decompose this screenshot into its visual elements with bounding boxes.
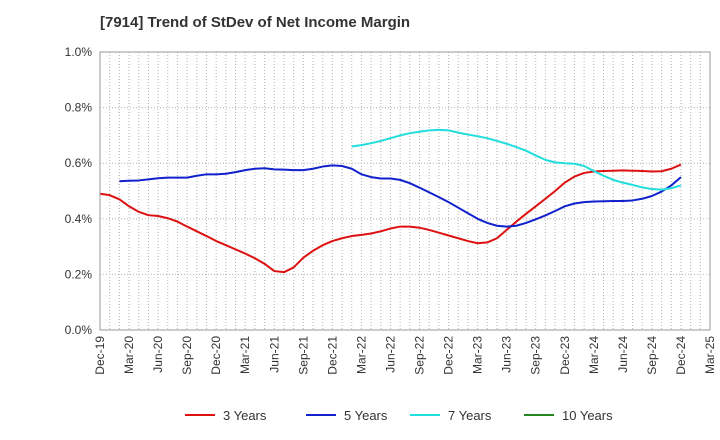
y-tick-label: 0.6%: [65, 156, 93, 170]
y-tick-label: 0.0%: [65, 323, 93, 337]
legend-label-3-years: 3 Years: [223, 408, 267, 423]
x-tick-label: Mar-20: [122, 336, 136, 374]
grid: [99, 51, 711, 331]
x-tick-label: Jun-20: [151, 336, 165, 373]
x-tick-label: Sep-20: [180, 336, 194, 375]
x-tick-label: Dec-23: [558, 336, 572, 375]
x-tick-label: Mar-24: [587, 336, 601, 374]
x-tick-label: Sep-23: [529, 336, 543, 375]
x-tick-label: Dec-21: [325, 336, 339, 375]
x-tick-label: Dec-24: [674, 336, 688, 375]
y-tick-label: 0.2%: [65, 267, 93, 281]
y-tick-label: 1.0%: [65, 45, 93, 59]
x-tick-label: Sep-24: [645, 336, 659, 375]
x-tick-label: Mar-22: [354, 336, 368, 374]
x-tick-label: Mar-23: [471, 336, 485, 374]
legend-label-10-years: 10 Years: [562, 408, 613, 423]
x-tick-label: Jun-23: [500, 336, 514, 373]
plot-frame: [99, 51, 711, 331]
x-tick-label: Jun-22: [383, 336, 397, 373]
series-line-5-years: [119, 164, 682, 228]
x-tick-label: Dec-20: [209, 336, 223, 375]
legend-label-7-years: 7 Years: [448, 408, 492, 423]
x-tick-label: Jun-21: [267, 336, 281, 373]
y-tick-label: 0.8%: [65, 101, 93, 115]
x-tick-label: Dec-19: [93, 336, 107, 375]
x-tick-label: Jun-24: [616, 336, 630, 373]
legend-label-5-years: 5 Years: [344, 408, 388, 423]
y-axis-tick-labels: 0.0% 0.2% 0.4% 0.6% 0.8% 1.0%: [65, 45, 93, 337]
series-line-7-years: [351, 128, 682, 191]
x-tick-label: Sep-21: [296, 336, 310, 375]
x-tick-label: Sep-22: [413, 336, 427, 375]
chart-title: [7914] Trend of StDev of Net Income Marg…: [100, 14, 411, 31]
x-tick-label: Mar-21: [238, 336, 252, 374]
series-lines: [99, 128, 682, 274]
x-tick-label: Dec-22: [442, 336, 456, 375]
y-tick-label: 0.4%: [65, 212, 93, 226]
legend: 3 Years 5 Years 7 Years 10 Years: [185, 408, 613, 423]
x-axis-tick-labels: Dec-19 Mar-20 Jun-20 Sep-20 Dec-20 Mar-21 Jun-…: [93, 336, 717, 375]
x-tick-label: Mar-25: [703, 336, 717, 374]
series-line-3-years: [99, 163, 682, 274]
